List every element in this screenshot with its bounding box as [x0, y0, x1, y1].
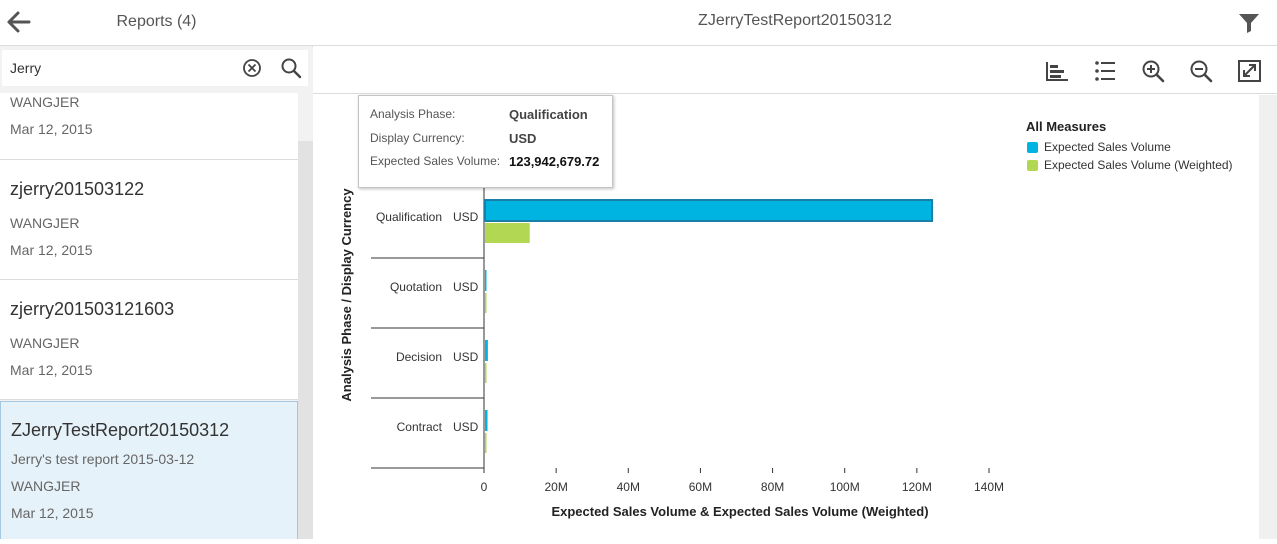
search-box	[2, 50, 308, 86]
y-axis-title: Analysis Phase / Display Currency	[339, 188, 354, 402]
category-currency-label: USD	[453, 420, 479, 434]
chart-toolbar	[313, 47, 1277, 94]
chart-tooltip: Analysis Phase: Qualification Display Cu…	[358, 95, 613, 188]
item-date: Mar 12, 2015	[10, 121, 93, 137]
item-title: zjerry201503122	[10, 179, 145, 199]
x-tick-label: 20M	[544, 480, 567, 494]
detail-header: ZJerryTestReport20150312	[313, 0, 1277, 46]
legend-toggle-button[interactable]	[1092, 59, 1118, 83]
filter-button[interactable]	[1237, 12, 1261, 34]
tooltip-value: 123,942,679.72	[509, 154, 600, 169]
tooltip-key: Display Currency:	[370, 131, 465, 145]
back-button[interactable]	[6, 9, 34, 35]
x-tick-label: 80M	[761, 480, 784, 494]
zoom-out-icon	[1190, 60, 1213, 83]
search-icon	[281, 58, 302, 79]
bar-chart-icon	[1046, 62, 1068, 81]
x-tick-label: 40M	[617, 480, 640, 494]
search-input[interactable]	[10, 57, 230, 79]
detail-pane: ZJerryTestReport20150312	[313, 0, 1277, 539]
tooltip-value: Qualification	[509, 107, 588, 122]
item-owner: WANGJER	[11, 478, 81, 494]
bar-expected-sales-volume-weighted[interactable]	[485, 293, 487, 313]
item-owner: WANGJER	[10, 94, 80, 110]
clear-search-button[interactable]	[242, 58, 262, 78]
item-description: Jerry's test report 2015-03-12	[11, 451, 195, 467]
list-scrollbar[interactable]	[298, 93, 313, 539]
bar-chart: Qualification USD Quotation USD Decision USD C…	[339, 188, 1004, 519]
list-item[interactable]: WANGJER Mar 12, 2015	[0, 93, 298, 160]
clear-icon	[243, 59, 261, 77]
x-tick-label: 60M	[689, 480, 712, 494]
x-tick-label: 0	[481, 480, 488, 494]
bar-expected-sales-volume[interactable]	[485, 340, 488, 361]
bar-expected-sales-volume-weighted[interactable]	[485, 433, 487, 453]
list-icon	[1095, 61, 1115, 81]
x-tick-label: 120M	[902, 480, 932, 494]
page-title: ZJerryTestReport20150312	[698, 12, 892, 29]
legend-item[interactable]: Expected Sales Volume (Weighted)	[1026, 156, 1256, 174]
bar-expected-sales-volume[interactable]	[485, 410, 488, 431]
search-bar	[0, 47, 313, 93]
item-title: ZJerryTestReport20150312	[11, 420, 230, 440]
item-date: Mar 12, 2015	[10, 242, 93, 258]
chart-type-button[interactable]	[1044, 59, 1070, 83]
list-item[interactable]: zjerry201503121603 WANGJER Mar 12, 2015	[0, 280, 298, 400]
chart-area: Qualification USD Quotation USD Decision USD C…	[313, 95, 1259, 539]
category-label: Quotation	[390, 280, 442, 294]
filter-icon	[1239, 14, 1259, 33]
tooltip-key: Expected Sales Volume:	[370, 154, 501, 168]
report-list: WANGJER Mar 12, 2015 zjerry201503122 WAN…	[0, 93, 298, 539]
chart-legend: All Measures Expected Sales Volume Expec…	[1026, 119, 1256, 174]
category-currency-label: USD	[453, 350, 479, 364]
master-header: Reports (4)	[0, 0, 313, 46]
x-axis-title: Expected Sales Volume & Expected Sales V…	[551, 504, 928, 519]
tooltip-key: Analysis Phase:	[370, 107, 456, 121]
bar-expected-sales-volume-weighted[interactable]	[485, 363, 487, 383]
legend-item[interactable]: Expected Sales Volume	[1026, 138, 1256, 156]
list-scroll-thumb[interactable]	[298, 141, 313, 539]
category-label: Decision	[396, 350, 442, 364]
category-currency-label: USD	[453, 210, 479, 224]
list-item-selected[interactable]: ZJerryTestReport20150312 Jerry's test re…	[0, 401, 298, 539]
legend-swatch	[1027, 142, 1038, 153]
legend-label: Expected Sales Volume (Weighted)	[1044, 158, 1233, 172]
x-tick-label: 140M	[974, 480, 1004, 494]
fullscreen-button[interactable]	[1237, 59, 1263, 83]
legend-label: Expected Sales Volume	[1044, 140, 1171, 154]
arrow-left-icon	[7, 11, 31, 33]
bar-expected-sales-volume[interactable]	[484, 199, 934, 222]
tooltip-value: USD	[509, 131, 537, 146]
detail-scrollbar[interactable]	[1259, 95, 1277, 539]
zoom-out-button[interactable]	[1189, 59, 1215, 83]
bar-expected-sales-volume[interactable]	[485, 270, 487, 291]
item-owner: WANGJER	[10, 215, 80, 231]
item-date: Mar 12, 2015	[11, 505, 94, 521]
item-date: Mar 12, 2015	[10, 362, 93, 378]
category-label: Contract	[397, 420, 443, 434]
master-pane: Reports (4) WANGJER Mar 12, 2015	[0, 0, 313, 539]
bar-expected-sales-volume-weighted[interactable]	[485, 223, 530, 243]
list-item[interactable]: zjerry201503122 WANGJER Mar 12, 2015	[0, 160, 298, 280]
master-title: Reports (4)	[116, 13, 197, 30]
item-owner: WANGJER	[10, 335, 80, 351]
category-currency-label: USD	[453, 280, 479, 294]
item-title: zjerry201503121603	[10, 299, 175, 319]
legend-swatch	[1027, 160, 1038, 171]
search-button[interactable]	[280, 57, 302, 79]
x-tick-label: 100M	[830, 480, 860, 494]
zoom-in-button[interactable]	[1141, 59, 1167, 83]
zoom-in-icon	[1142, 60, 1165, 83]
fullscreen-icon	[1238, 60, 1261, 82]
category-label: Qualification	[376, 210, 442, 224]
legend-title: All Measures	[1026, 119, 1107, 134]
